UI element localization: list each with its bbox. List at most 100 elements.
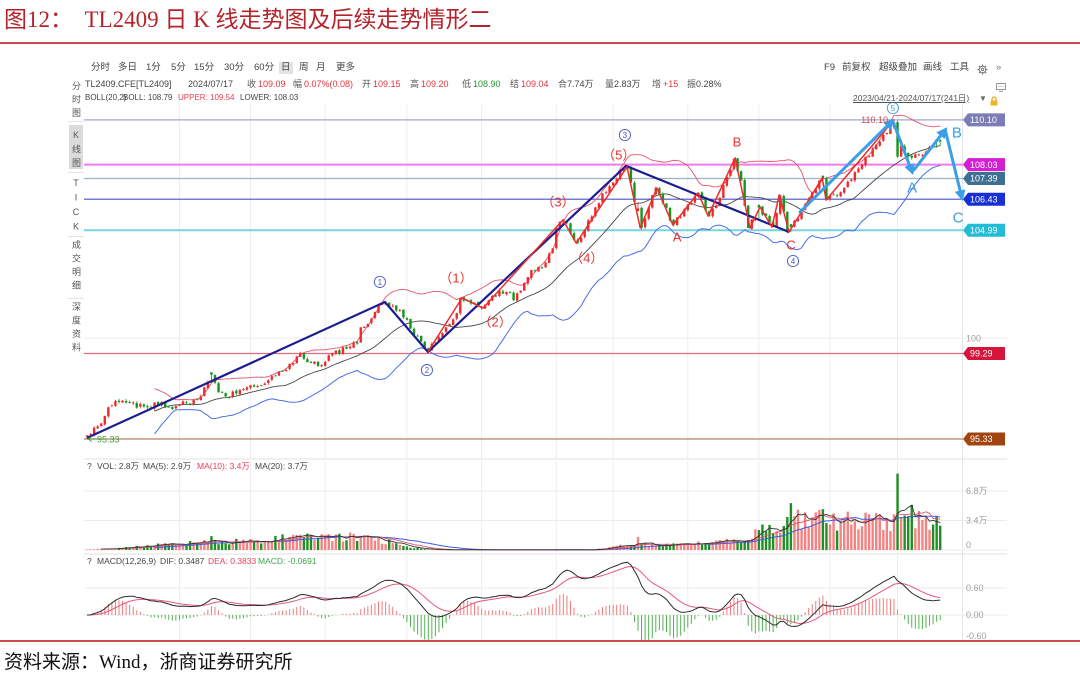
svg-text:C: C <box>953 209 964 226</box>
price-tag: 99.29 <box>963 347 1005 360</box>
tools-button[interactable]: 工具 <box>950 62 970 73</box>
svg-text:110.10: 110.10 <box>970 115 997 125</box>
quote-oi-value: 7.74万 <box>567 79 594 89</box>
quote-low-value: 108.90 <box>473 79 501 89</box>
period-tab-month[interactable]: 月 <box>316 62 326 73</box>
macd-lines <box>86 561 941 627</box>
sidebar-item-timeshare-chart[interactable]: 分时图 <box>71 81 81 122</box>
wave-label-forecast: A <box>907 179 917 196</box>
period-tab-timeshare[interactable]: 分时 <box>91 62 111 73</box>
quote-high-label: 高 <box>410 79 420 89</box>
macd-dif-value: DIF: 0.3487 <box>160 556 205 566</box>
wave-labels: 1 2 3 4 5 （1） （2） （3） （4） （5） A B C A B C <box>373 101 964 377</box>
period-tab-60min[interactable]: 60分 <box>254 62 275 73</box>
boll-lower-value: LOWER: 108.03 <box>240 93 299 102</box>
quote-amplitude-value: 0.28% <box>696 79 722 89</box>
forecast-arrow <box>892 121 915 176</box>
volume-ma-lines <box>101 504 941 551</box>
sidebar-item-kline-chart[interactable]: K线图 <box>69 125 83 172</box>
macd-histogram-value: MACD: -0.0691 <box>258 556 317 566</box>
lock-icon[interactable] <box>990 93 998 111</box>
svg-text:1: 1 <box>378 278 383 287</box>
quote-high: 高 109.20 <box>410 78 449 90</box>
svg-text:0: 0 <box>966 540 971 550</box>
sidebar-divider <box>68 121 84 122</box>
expand-more-button[interactable]: » <box>996 62 1002 73</box>
svg-text:104.99: 104.99 <box>970 226 998 236</box>
wave-label-sub: （5） <box>602 148 635 163</box>
svg-text:（2）: （2） <box>478 315 511 330</box>
forward-adjust-button[interactable]: 前复权 <box>842 62 871 73</box>
svg-text:A: A <box>907 179 917 196</box>
svg-text:99.29: 99.29 <box>970 349 993 359</box>
volume-help-icon[interactable]: ? <box>87 461 92 471</box>
source-note: 资料来源：Wind，浙商证券研究所 <box>4 652 293 673</box>
price-level-lines <box>84 119 963 440</box>
footer-rule <box>0 640 1080 642</box>
quote-amplitude: 振0.28% <box>687 78 722 90</box>
wave-label-primary: 2 <box>420 364 433 377</box>
period-tab-1min[interactable]: 1分 <box>146 62 161 73</box>
svg-text:110.10: 110.10 <box>861 115 888 125</box>
svg-text:B: B <box>952 124 962 141</box>
super-overlay-button[interactable]: 超级叠加 <box>879 62 918 73</box>
title-rule <box>0 42 1080 44</box>
period-tab-30min[interactable]: 30分 <box>224 62 245 73</box>
svg-text:95.33: 95.33 <box>97 435 120 445</box>
quote-change: 幅 0.07%(0.08) <box>293 78 353 90</box>
wave-label-forecast: B <box>952 124 962 141</box>
svg-text:B: B <box>733 135 742 150</box>
sidebar-item-tick[interactable]: TICK <box>71 178 81 236</box>
quote-oi-change-value: +15 <box>663 79 679 89</box>
svg-text:108.03: 108.03 <box>970 160 998 170</box>
period-tab-5min[interactable]: 5分 <box>171 62 186 73</box>
svg-text:6.8万: 6.8万 <box>966 486 988 496</box>
date-range-dropdown-icon[interactable]: ▼ <box>979 94 987 103</box>
quote-close: 收 109.09 <box>247 78 286 90</box>
macd-indicator-name[interactable]: MACD(12,26,9) <box>97 556 157 566</box>
boll-indicator-name[interactable]: BOLL(20,2) <box>85 93 127 102</box>
svg-text:95.33: 95.33 <box>970 434 993 444</box>
wave-label-sub: （3） <box>541 195 574 210</box>
period-tab-multiday[interactable]: 多日 <box>118 62 138 73</box>
quote-open: 开 109.15 <box>362 78 401 90</box>
sidebar-divider <box>68 236 84 237</box>
svg-text:5: 5 <box>891 104 896 113</box>
svg-text:3: 3 <box>623 131 628 140</box>
svg-text:（1）: （1） <box>439 271 472 286</box>
quote-open-label: 开 <box>362 79 372 89</box>
boll-mid-value: BOLL: 108.79 <box>123 93 173 102</box>
f9-button[interactable]: F9 <box>824 62 836 73</box>
quote-change-value: 0.07%(0.08) <box>304 79 354 89</box>
macd-help-icon[interactable]: ? <box>87 556 92 566</box>
svg-text:106.43: 106.43 <box>970 194 998 204</box>
period-tab-day[interactable]: 日 <box>279 62 293 74</box>
sidebar-item-depth-data[interactable]: 深度资料 <box>71 302 81 356</box>
quote-high-value: 109.20 <box>421 79 449 89</box>
forecast-arrow <box>912 127 948 172</box>
svg-text:-0.60: -0.60 <box>966 631 987 641</box>
period-tab-week[interactable]: 周 <box>299 62 309 73</box>
quote-low-label: 低 <box>462 79 472 89</box>
sub-wave-line <box>427 120 894 353</box>
wave-label-correction: A <box>673 230 682 245</box>
forecast-arrows <box>798 118 966 214</box>
volume-ma5-value: MA(5): 2.9万 <box>143 461 192 471</box>
gear-icon[interactable] <box>977 62 988 80</box>
svg-text:0.60: 0.60 <box>966 583 984 593</box>
quote-oi-change: 增 +15 <box>652 78 678 90</box>
screen-icon[interactable] <box>996 79 1006 97</box>
svg-text:C: C <box>786 238 795 253</box>
sidebar-item-trade-details[interactable]: 成交明细 <box>71 240 81 294</box>
date-range-link[interactable]: 2023/04/21-2024/07/17(241日) <box>853 93 970 103</box>
quote-open-value: 109.15 <box>373 79 401 89</box>
quote-oi-label: 合 <box>558 79 568 89</box>
quote-volume: 量2.83万 <box>605 78 641 90</box>
svg-text:107.39: 107.39 <box>970 174 998 184</box>
period-tab-more[interactable]: 更多 <box>336 62 356 73</box>
period-tab-15min[interactable]: 15分 <box>194 62 215 73</box>
wave-label-forecast: C <box>953 209 964 226</box>
draw-line-button[interactable]: 画线 <box>923 62 943 73</box>
wave-label-sub: （4） <box>570 251 603 266</box>
